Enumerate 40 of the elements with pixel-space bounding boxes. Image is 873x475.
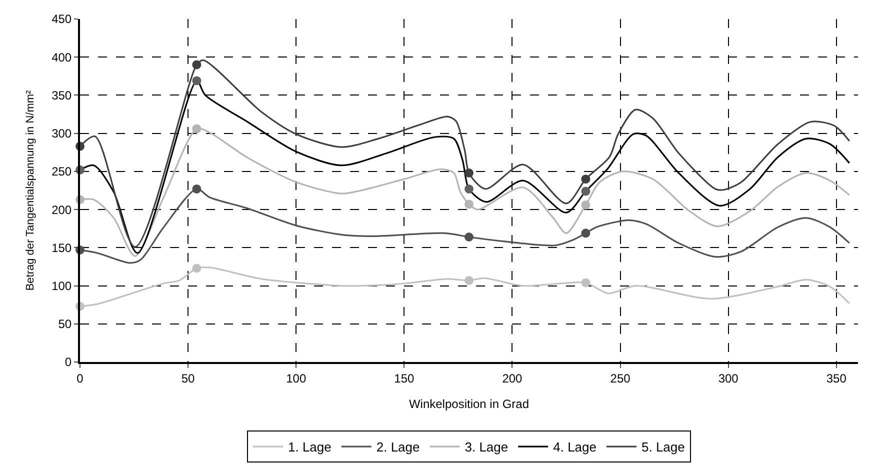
point	[464, 276, 474, 285]
y-tick-label: 350	[52, 88, 72, 102]
x-axis-title: Winkelposition in Grad	[408, 396, 530, 411]
legend-label: 5. Lage	[642, 440, 685, 455]
point	[581, 174, 590, 184]
y-tick-label: 200	[52, 202, 72, 217]
point	[192, 184, 202, 194]
x-tick-label: 0	[76, 371, 84, 386]
legend-label: 2. Lage	[376, 440, 420, 455]
x-tick-label: 150	[394, 371, 414, 386]
y-tick-label: 300	[52, 126, 72, 141]
x-tick-label: 350	[826, 371, 847, 386]
y-axis-title: Betrag der Tangentialspannung in N/mm²	[24, 90, 37, 291]
x-tick-label: 300	[718, 371, 739, 386]
point	[464, 200, 474, 209]
point	[464, 184, 474, 194]
y-tick-label: 100	[52, 278, 72, 293]
x-tick-label: 100	[286, 371, 306, 386]
x-tick-label: 50	[181, 371, 196, 386]
point	[581, 186, 590, 196]
y-tick-label: 150	[52, 240, 72, 255]
legend-label: 4. Lage	[553, 440, 596, 455]
point	[464, 168, 474, 178]
y-tick-label: 450	[52, 12, 72, 26]
point	[192, 76, 202, 86]
point	[192, 124, 202, 134]
point	[581, 228, 590, 238]
legend-label: 3. Lage	[464, 440, 508, 455]
x-tick-label: 200	[502, 371, 523, 386]
y-tick-label: 400	[52, 50, 72, 64]
legend-label: 1. Lage	[288, 440, 332, 455]
y-tick-label: 0	[64, 355, 72, 370]
y-tick-label: 250	[52, 164, 72, 179]
x-tick-label: 250	[610, 371, 631, 386]
point	[192, 264, 202, 273]
y-tick-label: 50	[58, 317, 72, 332]
point	[581, 278, 590, 288]
point	[464, 232, 474, 242]
point	[192, 60, 202, 70]
point	[581, 200, 590, 210]
